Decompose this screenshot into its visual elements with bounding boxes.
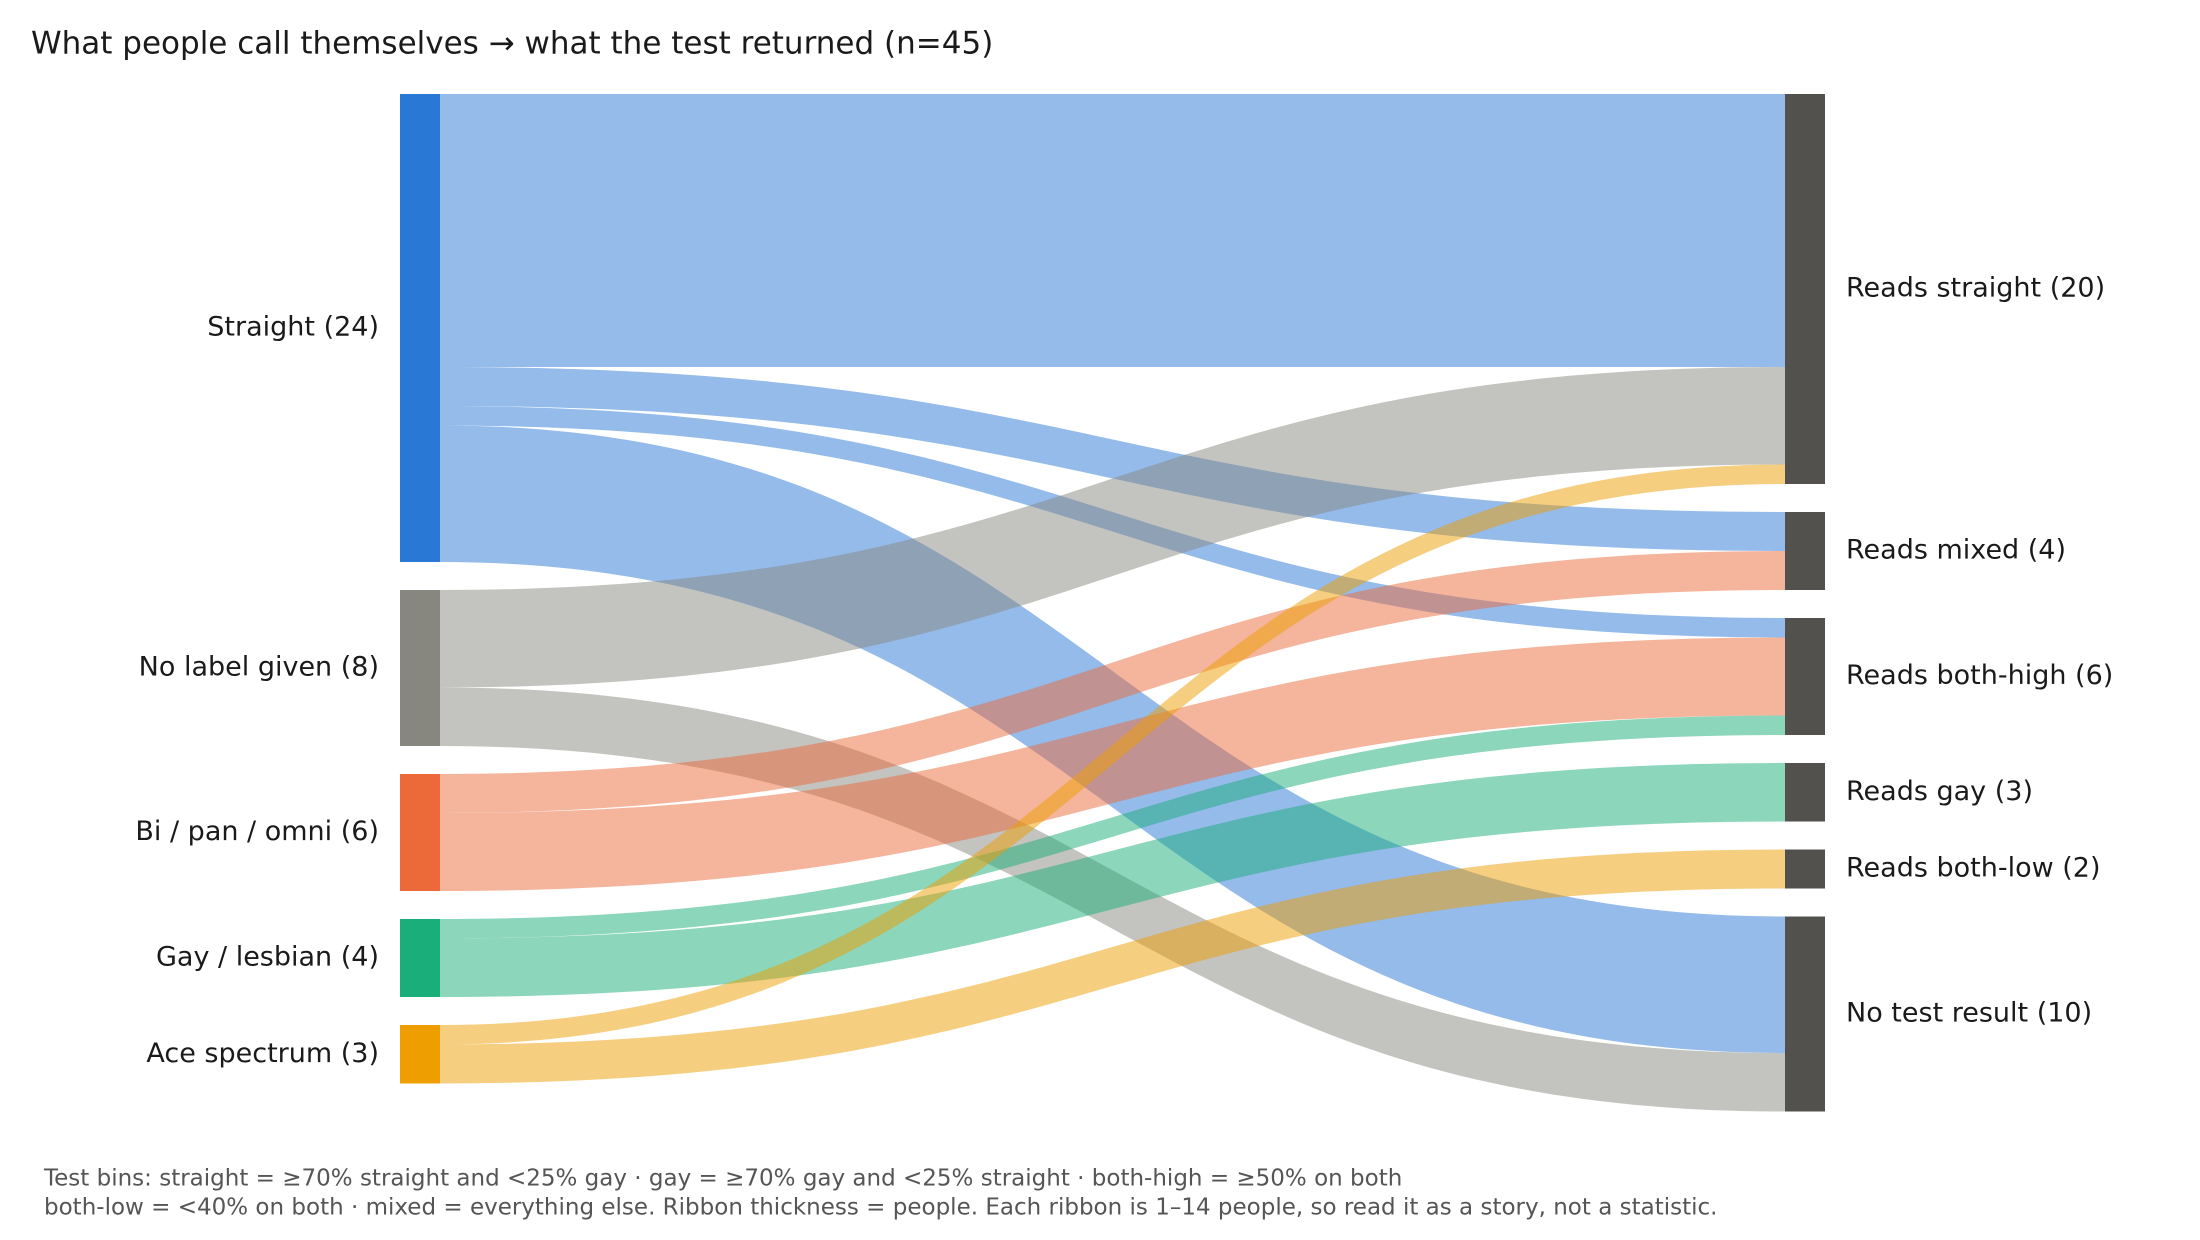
left-node <box>400 774 440 891</box>
left-node <box>400 94 440 562</box>
left-node-label: Straight (24) <box>207 312 379 343</box>
left-node-label: No label given (8) <box>139 652 379 683</box>
right-node <box>1785 763 1825 822</box>
right-node <box>1785 916 1825 1112</box>
ribbon <box>440 464 1785 1045</box>
ribbon <box>440 367 1785 551</box>
left-node-label: Gay / lesbian (4) <box>156 942 379 973</box>
right-node-label: Reads both-low (2) <box>1846 853 2101 884</box>
right-node-label: Reads gay (3) <box>1846 776 2033 807</box>
ribbons <box>440 94 1785 1112</box>
chart-title: What people call themselves → what the t… <box>31 26 993 62</box>
left-node <box>400 1025 440 1084</box>
right-node <box>1785 512 1825 590</box>
left-node <box>400 590 440 746</box>
ribbon <box>440 715 1785 939</box>
ribbon <box>440 551 1785 813</box>
left-node-label: Bi / pan / omni (6) <box>135 816 379 847</box>
right-node-label: Reads straight (20) <box>1846 273 2105 304</box>
ribbon <box>440 94 1785 367</box>
footnote: both-low = <40% on both · mixed = everyt… <box>44 1195 1717 1221</box>
right-node <box>1785 618 1825 735</box>
right-node-label: No test result (10) <box>1846 998 2092 1029</box>
right-node <box>1785 94 1825 484</box>
ribbon <box>440 849 1785 1084</box>
ribbon <box>440 763 1785 997</box>
right-node-label: Reads both-high (6) <box>1846 660 2113 691</box>
right-node-label: Reads mixed (4) <box>1846 535 2066 566</box>
left-node-label: Ace spectrum (3) <box>146 1038 379 1069</box>
right-node <box>1785 849 1825 889</box>
footnote: Test bins: straight = ≥70% straight and … <box>43 1166 1402 1192</box>
left-node <box>400 919 440 997</box>
ribbon <box>440 367 1785 688</box>
